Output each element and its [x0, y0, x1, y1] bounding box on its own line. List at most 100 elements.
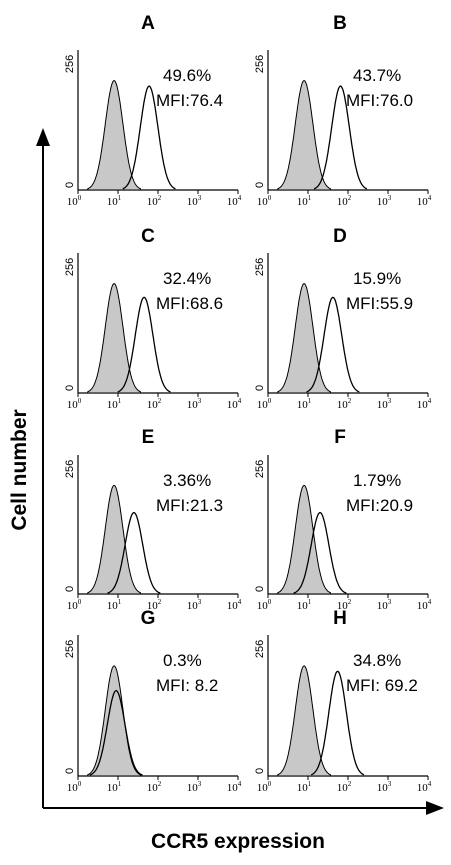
x-tick-label: 101 [297, 780, 312, 794]
x-tick-label: 104 [227, 194, 242, 208]
x-tick-label: 104 [227, 397, 242, 411]
x-tick-label: 100 [257, 598, 272, 612]
percent-positive-label: 0.3% [163, 651, 202, 670]
x-tick-label: 101 [297, 598, 312, 612]
percent-positive-label: 32.4% [163, 269, 211, 288]
y-tick-label: 256 [64, 55, 76, 73]
x-tick-label: 100 [67, 780, 82, 794]
x-tick-label: 100 [257, 780, 272, 794]
x-tick-label: 100 [257, 397, 272, 411]
y-tick-label: 256 [64, 258, 76, 276]
x-tick-label: 103 [187, 397, 202, 411]
x-tick-label: 101 [297, 397, 312, 411]
y-tick-label: 0 [254, 385, 266, 391]
y-tick-label: 256 [64, 640, 76, 658]
figure-axes: Cell number CCR5 expression [8, 128, 444, 853]
main-y-axis-arrowhead [36, 128, 50, 146]
y-tick-label: 256 [64, 460, 76, 478]
x-tick-label: 103 [377, 397, 392, 411]
panel-g: G 256 0 100 101 102 103 104 0.3% MFI: 8.2 [64, 608, 242, 794]
isotype-histogram [277, 665, 331, 777]
ccr5-histogram [89, 689, 143, 776]
panel-d: D 256 0 100 101 102 103 104 15.9% MFI:55.9 [254, 226, 432, 411]
x-tick-label: 102 [147, 194, 162, 208]
panel-letter: E [142, 427, 155, 448]
x-tick-label: 100 [257, 194, 272, 208]
panel-letter: H [333, 608, 347, 629]
panel-c: C 256 0 100 101 102 103 104 32.4% MFI:68.6 [64, 226, 242, 411]
x-tick-label: 104 [417, 780, 432, 794]
panel-letter: B [333, 13, 347, 34]
y-tick-label: 0 [254, 182, 266, 188]
y-axis-title: Cell number [8, 409, 31, 530]
x-tick-label: 101 [107, 780, 122, 794]
percent-positive-label: 43.7% [353, 66, 401, 85]
mfi-label: MFI: 8.2 [156, 676, 218, 695]
x-axis-title: CCR5 expression [151, 830, 325, 853]
ccr5-histogram [117, 296, 171, 393]
percent-positive-label: 49.6% [163, 66, 211, 85]
y-tick-label: 256 [254, 460, 266, 478]
mfi-label: MFI: 69.2 [346, 676, 418, 695]
x-tick-label: 103 [187, 780, 202, 794]
x-tick-label: 103 [377, 780, 392, 794]
y-tick-label: 256 [254, 55, 266, 73]
y-tick-label: 0 [64, 586, 76, 592]
x-tick-label: 103 [187, 598, 202, 612]
isotype-histogram [87, 283, 141, 394]
isotype-histogram [87, 80, 141, 191]
x-tick-label: 102 [337, 780, 352, 794]
x-tick-label: 100 [67, 397, 82, 411]
x-tick-label: 101 [107, 397, 122, 411]
histogram-panels: A 256 0 100 101 102 103 104 49.6% MFI:76.4 B 256 0 10… [64, 13, 432, 794]
panel-letter: C [141, 226, 155, 247]
x-tick-label: 103 [187, 194, 202, 208]
x-tick-label: 103 [377, 598, 392, 612]
ccr5-histogram [122, 85, 176, 190]
panel-letter: D [333, 226, 347, 247]
x-tick-label: 102 [337, 397, 352, 411]
panel-h: H 256 0 100 101 102 103 104 34.8% MFI: 69.2 [254, 608, 432, 794]
mfi-label: MFI:76.0 [346, 91, 413, 110]
panel-letter: F [334, 427, 346, 448]
x-tick-label: 102 [337, 194, 352, 208]
isotype-histogram [87, 665, 141, 777]
mfi-label: MFI:68.6 [156, 294, 223, 313]
ccr5-histogram [310, 670, 365, 776]
mfi-label: MFI:20.9 [346, 496, 413, 515]
x-tick-label: 104 [227, 780, 242, 794]
isotype-histogram [87, 484, 141, 595]
y-tick-label: 256 [254, 258, 266, 276]
percent-positive-label: 3.36% [163, 471, 211, 490]
x-tick-label: 101 [297, 194, 312, 208]
x-tick-label: 104 [417, 598, 432, 612]
ccr5-histogram [313, 85, 368, 190]
panel-letter: A [141, 13, 155, 34]
percent-positive-label: 34.8% [353, 651, 401, 670]
ccr5-histogram [306, 296, 360, 393]
panel-letter: G [141, 608, 156, 629]
y-tick-label: 0 [64, 385, 76, 391]
x-tick-label: 102 [147, 397, 162, 411]
y-tick-label: 0 [254, 768, 266, 774]
isotype-histogram [277, 484, 331, 595]
y-tick-label: 0 [254, 586, 266, 592]
panel-b: B 256 0 100 101 102 103 104 43.7% MFI:76.0 [254, 13, 432, 208]
y-tick-label: 0 [64, 768, 76, 774]
isotype-histogram [277, 80, 331, 191]
x-tick-label: 104 [227, 598, 242, 612]
x-tick-label: 101 [107, 194, 122, 208]
x-tick-label: 103 [377, 194, 392, 208]
isotype-histogram [277, 283, 331, 394]
mfi-label: MFI:21.3 [156, 496, 223, 515]
x-tick-label: 100 [67, 598, 82, 612]
mfi-label: MFI:55.9 [346, 294, 413, 313]
y-tick-label: 0 [64, 182, 76, 188]
percent-positive-label: 15.9% [353, 269, 401, 288]
x-tick-label: 104 [417, 194, 432, 208]
ccr5-histogram [293, 511, 347, 594]
y-tick-label: 256 [254, 640, 266, 658]
